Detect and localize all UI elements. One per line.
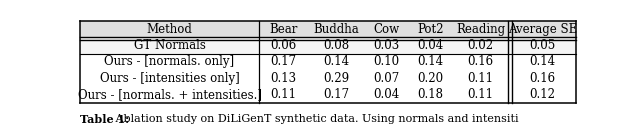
Text: Ours - [normals. + intensities.]: Ours - [normals. + intensities.] bbox=[77, 88, 262, 101]
Text: Bear: Bear bbox=[269, 23, 298, 36]
Text: 0.12: 0.12 bbox=[529, 88, 556, 101]
Text: 0.16: 0.16 bbox=[529, 72, 556, 85]
Text: 0.18: 0.18 bbox=[418, 88, 444, 101]
Text: 0.20: 0.20 bbox=[418, 72, 444, 85]
Text: 0.14: 0.14 bbox=[323, 55, 349, 68]
Text: 0.08: 0.08 bbox=[323, 39, 349, 52]
Text: 0.17: 0.17 bbox=[270, 55, 296, 68]
Text: 0.14: 0.14 bbox=[529, 55, 556, 68]
Text: Pot2: Pot2 bbox=[417, 23, 444, 36]
Text: 0.06: 0.06 bbox=[270, 39, 296, 52]
Text: 0.04: 0.04 bbox=[417, 39, 444, 52]
Text: 0.29: 0.29 bbox=[323, 72, 349, 85]
Text: 0.03: 0.03 bbox=[374, 39, 400, 52]
Text: Method: Method bbox=[147, 23, 193, 36]
Text: 0.02: 0.02 bbox=[468, 39, 493, 52]
Text: Ours - [intensities only]: Ours - [intensities only] bbox=[100, 72, 239, 85]
Text: Ablation study on DiLiGenT synthetic data. Using normals and intensiti: Ablation study on DiLiGenT synthetic dat… bbox=[112, 114, 519, 124]
Text: 0.05: 0.05 bbox=[529, 39, 556, 52]
Text: 0.13: 0.13 bbox=[270, 72, 296, 85]
Text: GT Normals: GT Normals bbox=[134, 39, 205, 52]
Text: Reading: Reading bbox=[456, 23, 505, 36]
Text: 0.11: 0.11 bbox=[468, 88, 493, 101]
Text: Ours - [normals. only]: Ours - [normals. only] bbox=[104, 55, 235, 68]
Text: 0.14: 0.14 bbox=[418, 55, 444, 68]
Text: Cow: Cow bbox=[374, 23, 400, 36]
Text: Buddha: Buddha bbox=[313, 23, 359, 36]
Text: 0.16: 0.16 bbox=[468, 55, 493, 68]
Text: 0.07: 0.07 bbox=[374, 72, 400, 85]
Text: 0.11: 0.11 bbox=[270, 88, 296, 101]
Text: 0.11: 0.11 bbox=[468, 72, 493, 85]
Text: Average SE: Average SE bbox=[508, 23, 577, 36]
Text: Table 1:: Table 1: bbox=[80, 114, 129, 125]
Text: 0.17: 0.17 bbox=[323, 88, 349, 101]
Text: 0.04: 0.04 bbox=[374, 88, 400, 101]
Text: 0.10: 0.10 bbox=[374, 55, 400, 68]
